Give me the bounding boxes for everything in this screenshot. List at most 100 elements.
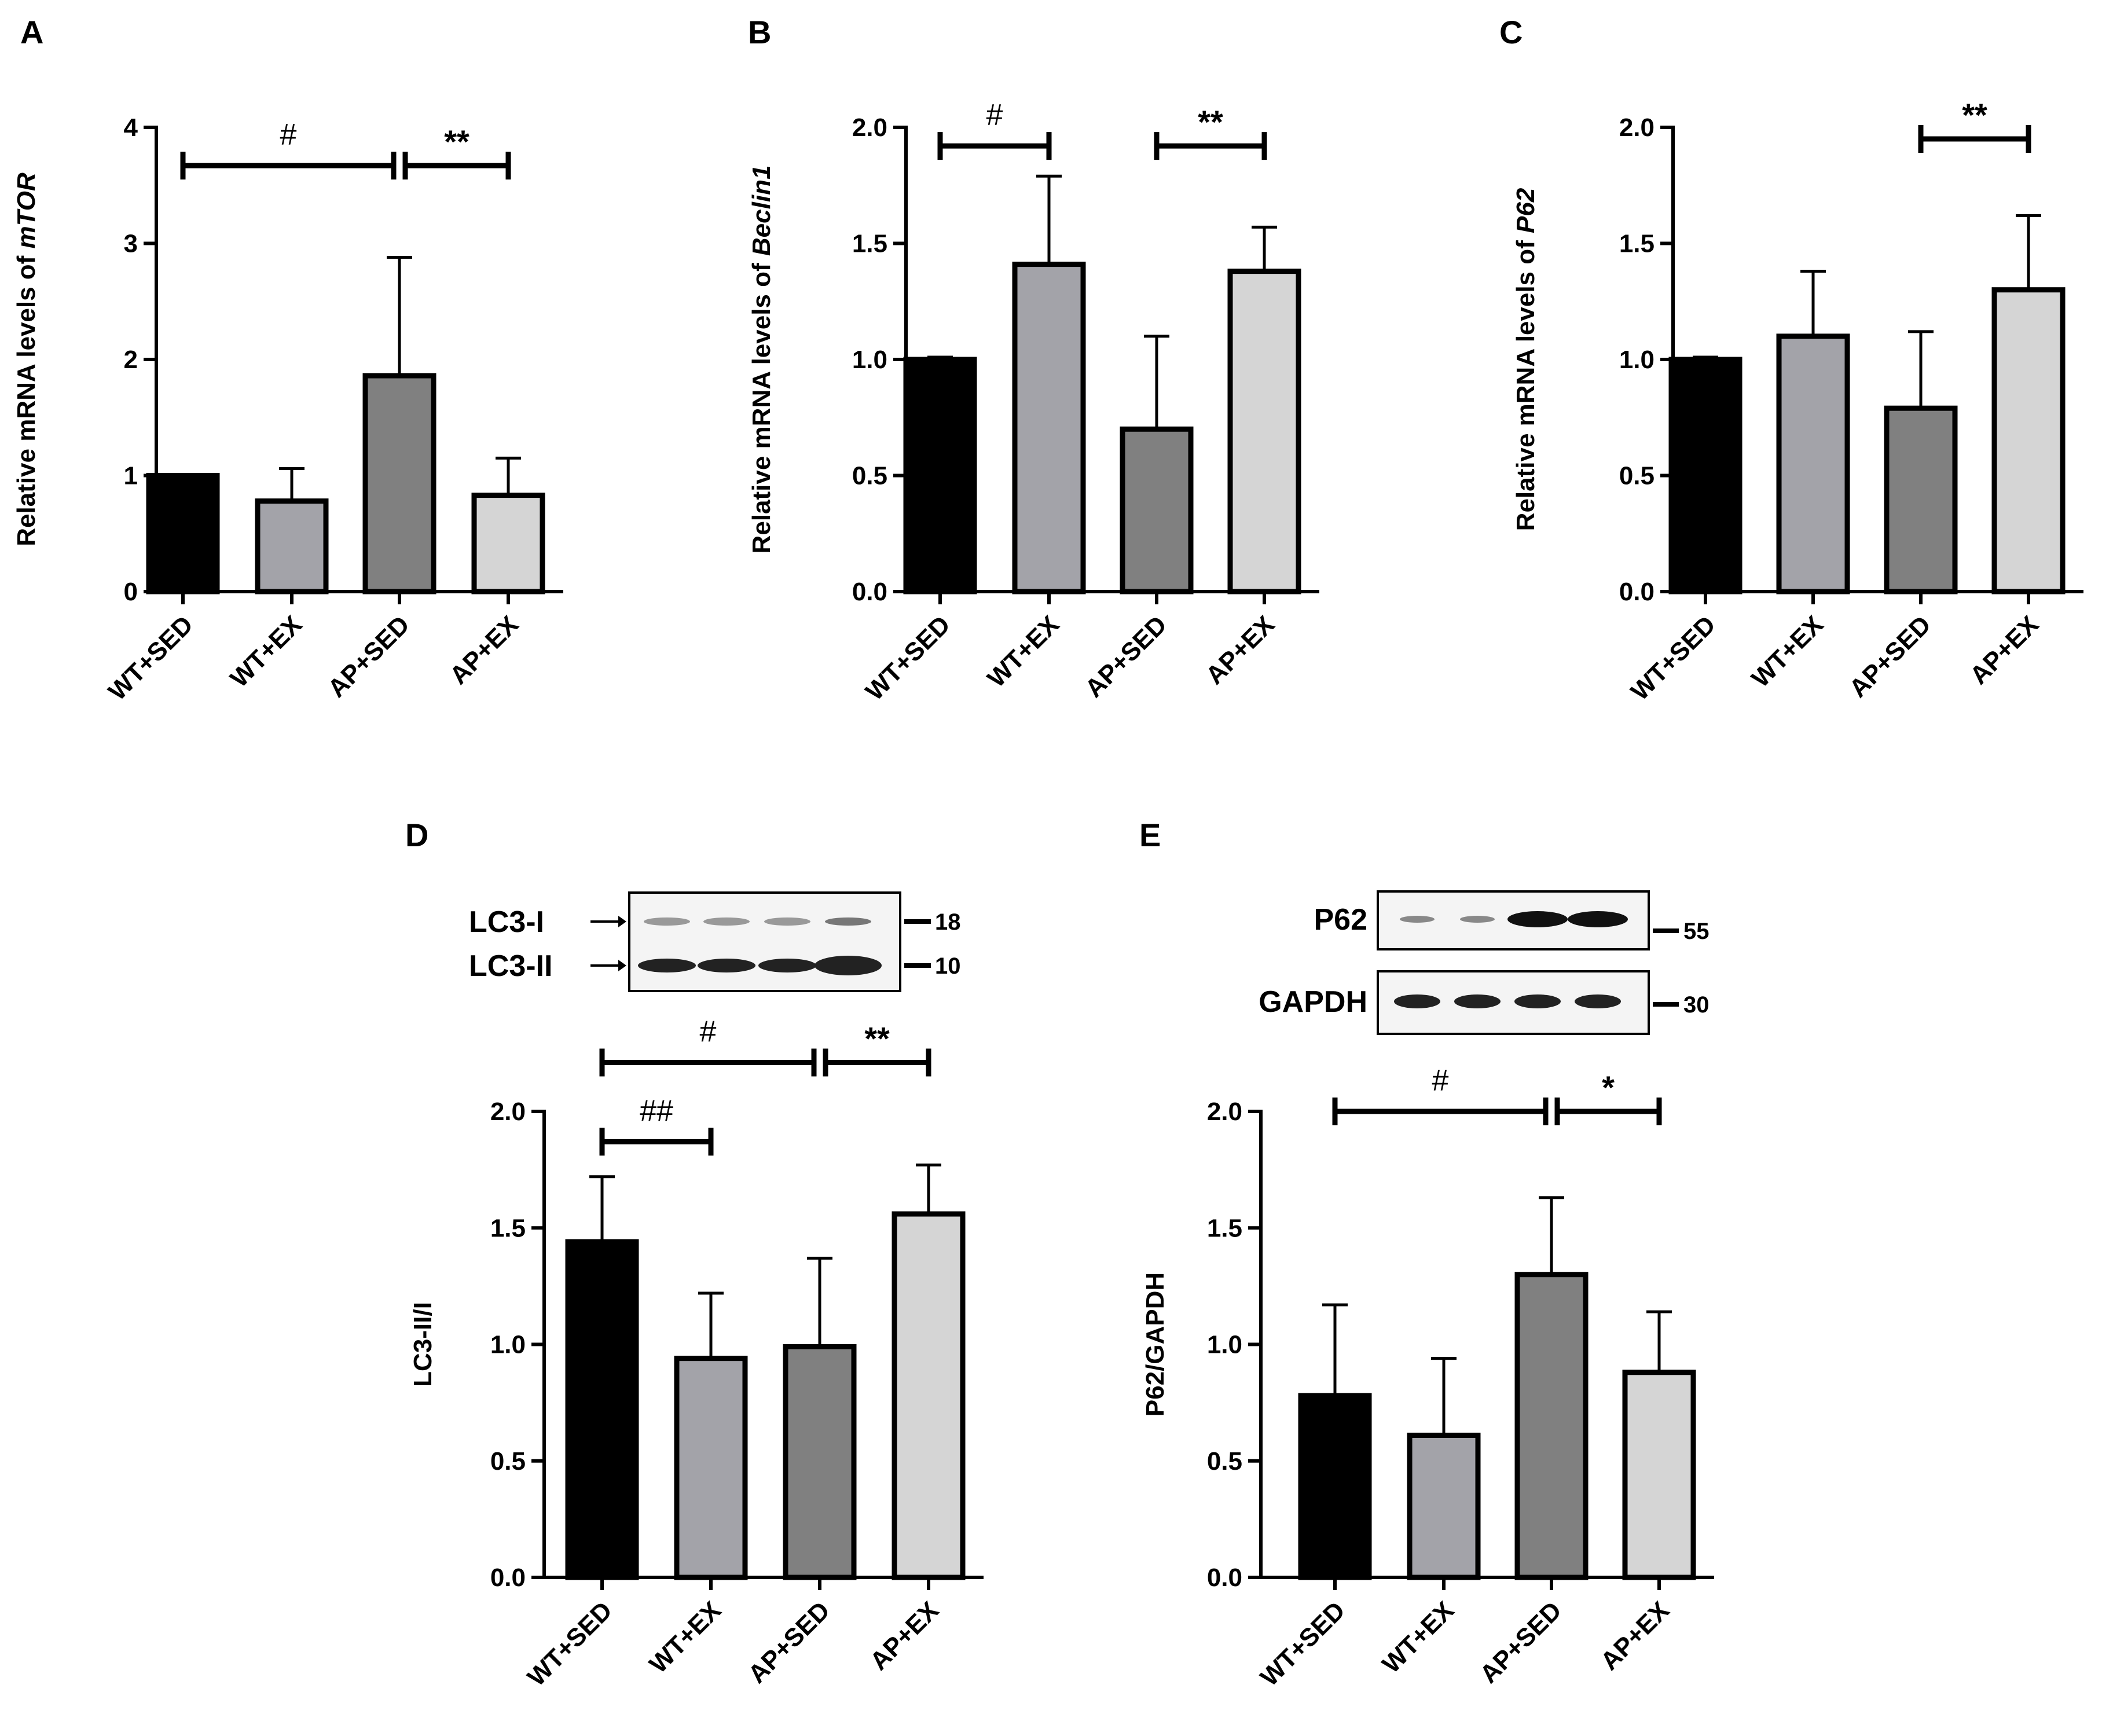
bar [1227,269,1301,594]
blot-band [698,959,755,972]
bar [471,493,545,594]
y-tick-label: 2.0 [1207,1098,1242,1126]
panel-label: C [1499,14,1523,50]
blot-band [825,917,871,926]
panel-b: B 0.0 0.5 1.0 1.5 2.0 Relative mRNA levels of … [747,14,1319,706]
y-tick-label: 0.5 [852,462,887,490]
blot-band [1400,916,1435,923]
y-tick-label: 1.5 [1207,1214,1242,1242]
y-tick-label: 0.0 [490,1563,526,1592]
significance-label: # [986,98,1003,132]
y-tick-label: 1.0 [852,346,887,374]
x-tick-label: WT+SED [103,610,199,706]
y-tick-label: 1.0 [1207,1331,1242,1359]
blot-band [764,917,810,926]
bar [1514,1272,1589,1580]
x-tick-label: AP+SED [743,1596,835,1689]
blot-band [1394,994,1440,1008]
blot-band [1460,916,1495,923]
blot-image [628,891,901,992]
y-tick-label: 2.0 [1619,113,1655,142]
blot-row-label: P62 [1314,903,1367,937]
significance-label: # [280,118,297,152]
blot-band [1507,911,1568,927]
panel-label: B [748,14,771,50]
x-tick-label: AP+EX [1201,610,1281,690]
blot-row-label: LC3-II [469,949,552,983]
x-tick-label: AP+SED [1474,1596,1567,1689]
y-tick-label: 4 [124,113,138,142]
bar [146,473,220,594]
bar [1012,262,1086,594]
y-tick-label: 0.0 [852,578,887,606]
x-tick-label: AP+SED [322,610,415,703]
panel-label: A [20,14,43,50]
y-axis-label-text: Relative mRNA levels of [1512,233,1540,531]
y-tick-label: 1.5 [1619,230,1655,258]
y-tick-label: 1 [124,462,138,490]
blot-marker-label: 10 [935,953,961,979]
panel-e: E 0.0 0.5 1.0 1.5 2.0 P62/GAPDH WT+SED WT+EX AP+S… [1139,817,1714,1692]
x-tick-label: WT+EX [1377,1596,1459,1679]
y-axis-label: Relative mRNA levels of P62 [1512,188,1540,531]
y-axis-label: Relative mRNA levels of mTOR [12,173,41,546]
blot-row-label: LC3-I [469,905,544,939]
y-tick-label: 1.5 [852,230,887,258]
bar [255,498,329,594]
significance-label: ** [864,1020,890,1056]
bar [362,373,436,594]
blot-row-label: GAPDH [1259,985,1367,1019]
y-tick-label: 3 [124,230,138,258]
x-tick-label: AP+EX [1965,610,2045,690]
y-tick-label: 0.5 [490,1447,526,1476]
blot-band [1575,994,1621,1008]
x-tick-label: WT+EX [982,610,1065,693]
y-tick-label: 0.5 [1619,462,1655,490]
x-tick-label: AP+EX [445,610,524,690]
bar [565,1239,639,1580]
bar [892,1211,966,1580]
x-tick-label: WT+SED [860,610,956,706]
x-tick-label: WT+EX [1746,610,1829,693]
significance-label: * [1602,1069,1615,1106]
y-axis-label-text: LC3-II/I [409,1302,437,1387]
blot-band [1514,994,1561,1008]
x-tick-label: WT+SED [522,1596,618,1691]
y-tick-label: 0.5 [1207,1447,1242,1476]
y-tick-label: 2 [124,346,138,374]
y-axis-label: P62/GAPDH [1141,1272,1169,1416]
bar [674,1356,748,1580]
bar [1298,1393,1372,1580]
y-axis-label: LC3-II/I [409,1302,437,1387]
x-tick-label: WT+EX [225,610,307,693]
y-tick-label: 2.0 [490,1098,526,1126]
bar [1668,357,1743,594]
blot-band [1568,911,1628,927]
bar [1991,287,2066,594]
bar [1884,405,1958,594]
blot-band [758,959,816,972]
y-tick-label: 0.0 [1619,578,1655,606]
panel-a: A 0 1 2 3 4 Relative mRNA levels of mTOR WT+SED… [12,14,563,706]
panel-label: E [1139,817,1161,853]
y-axis-label-text: P62/GAPDH [1141,1272,1169,1416]
bar [1622,1370,1696,1580]
bar [1407,1432,1481,1580]
y-axis-label-text: Relative mRNA levels of [747,256,776,553]
y-tick-label: 0.0 [1207,1563,1242,1592]
significance-label: # [700,1015,717,1048]
x-tick-label: AP+SED [1844,610,1936,703]
bar [1120,426,1194,594]
x-tick-label: AP+EX [1595,1596,1675,1676]
blot-band [703,917,750,926]
y-tick-label: 1.0 [1619,346,1655,374]
bar [1776,333,1850,594]
y-axis-label: Relative mRNA levels of Beclin1 [747,166,776,554]
significance-label: ** [1962,97,1987,133]
x-tick-label: WT+EX [644,1596,727,1679]
y-axis-label-gene: mTOR [12,173,41,248]
y-tick-label: 1.0 [490,1331,526,1359]
blot-band [1454,994,1501,1008]
significance-label: ** [444,123,469,160]
panel-d: D 0.0 0.5 1.0 1.5 2.0 LC3-II/I WT+SED WT+EX AP+SE… [405,817,984,1692]
